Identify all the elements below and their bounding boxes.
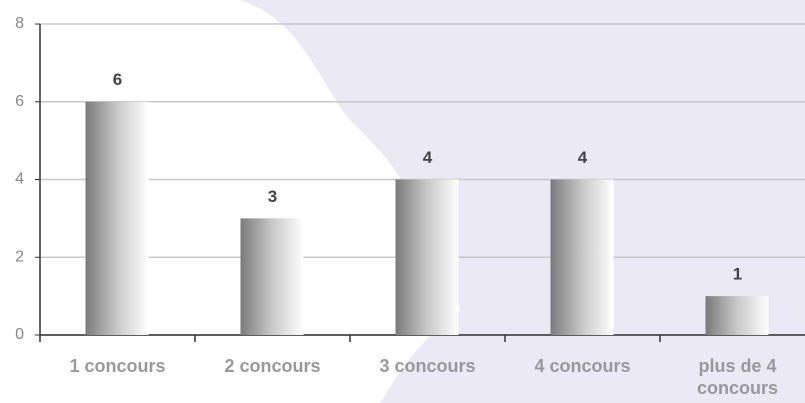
x-tick-label: 3 concours (379, 356, 476, 376)
value-label: 6 (113, 70, 122, 89)
value-label: 4 (578, 148, 588, 167)
y-tick-label: 8 (15, 15, 24, 32)
x-tick-label: 2 concours (224, 356, 321, 376)
x-tick-label: 1 concours (69, 356, 166, 376)
value-label: 1 (733, 265, 742, 284)
background-shape (0, 0, 460, 403)
x-tick-label: 4 concours (534, 356, 631, 376)
bar (705, 296, 769, 335)
bar (85, 101, 149, 335)
value-label: 4 (423, 148, 433, 167)
y-tick-label: 0 (15, 326, 24, 343)
value-label: 3 (268, 187, 277, 206)
y-tick-label: 4 (15, 171, 24, 188)
bar (240, 218, 304, 335)
y-tick-label: 2 (15, 248, 24, 265)
bar (550, 179, 614, 335)
bar (395, 179, 459, 335)
y-tick-label: 6 (15, 93, 24, 110)
x-tick-label: plus de 4 concours (696, 356, 779, 398)
